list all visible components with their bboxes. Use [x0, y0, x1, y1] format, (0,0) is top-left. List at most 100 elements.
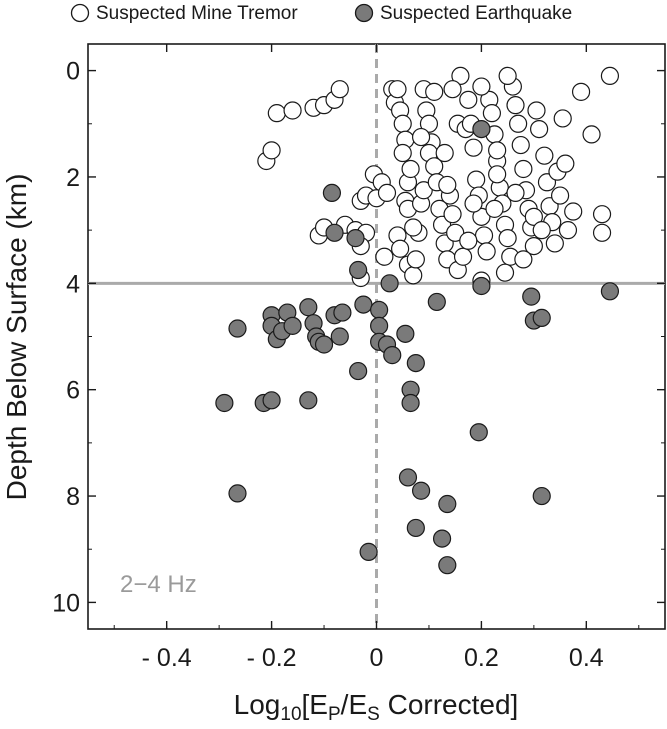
mine-tremor-point [267, 104, 286, 123]
mine-tremor-point [556, 154, 575, 173]
earthquake-point [325, 223, 344, 242]
y-tick-label: 8 [66, 483, 80, 511]
x-title-log: Log [234, 689, 281, 720]
earthquake-point [472, 119, 491, 139]
mine-tremor-point [524, 207, 543, 226]
mine-tremor-point [477, 242, 496, 261]
earthquake-point [432, 529, 452, 548]
mine-tremor-point [498, 66, 517, 86]
earthquake-point [383, 346, 402, 365]
mine-tremor-point [488, 141, 507, 160]
x-tick-label: - 0.2 [247, 644, 297, 672]
mine-tremor-point [283, 101, 302, 120]
earthquake-point [359, 542, 378, 561]
mine-tremor-point [600, 66, 620, 86]
y-axis: 0 2 4 6 8 10 [52, 58, 665, 617]
mine-tremor-point [375, 247, 394, 266]
mine-tremor-point [404, 218, 423, 237]
legend-label-earthquake: Suspected Earthquake [380, 3, 572, 24]
legend: Suspected Mine Tremor Suspected Earthqua… [70, 3, 572, 24]
earthquake-point [438, 556, 457, 575]
earthquake-point [398, 468, 418, 487]
earthquake-point [522, 287, 541, 306]
mine-tremor-point [438, 175, 457, 195]
mine-tremor-point [464, 194, 483, 213]
mine-tremor-point [472, 207, 491, 226]
mine-tremor-point [506, 183, 525, 203]
mine-tremor-point [553, 109, 572, 128]
mine-tremor-point [393, 143, 412, 163]
legend-marker-earthquake [354, 3, 374, 23]
mine-tremor-point [459, 90, 478, 109]
mine-tremor-point [592, 205, 612, 224]
earthquake-point [283, 316, 302, 335]
earthquake-point [215, 393, 234, 413]
mine-tremor-point [330, 80, 349, 99]
y-tick-label: 2 [66, 164, 80, 192]
mine-tremor-point [393, 114, 412, 133]
mine-tremor-point [459, 231, 478, 250]
mine-tremor-point [453, 247, 473, 266]
earthquake-point [472, 276, 491, 296]
mine-tremor-point [550, 186, 570, 205]
earthquake-point [396, 324, 415, 343]
earthquake-point [349, 260, 368, 280]
mine-tremor-point [482, 104, 501, 123]
mine-tremor-point [474, 226, 494, 245]
x-axis: - 0.4 - 0.2 0 0.2 0.4 [113, 44, 640, 672]
legend-label-mine-tremor: Suspected Mine Tremor [96, 3, 298, 24]
earthquake-point [532, 486, 551, 506]
earthquake-point [262, 391, 281, 410]
mine-tremor-point [535, 146, 554, 165]
earthquake-point [370, 316, 389, 335]
earthquake-point [322, 183, 342, 203]
earthquake-point [349, 361, 368, 381]
mine-tremor-point [509, 114, 528, 133]
earthquake-point [411, 481, 431, 500]
mine-tremor-point [464, 138, 483, 157]
earthquake-point [299, 391, 318, 410]
y-tick-label: 0 [66, 58, 80, 86]
mine-tremor-point [571, 82, 591, 101]
mine-tremor-point [530, 119, 549, 139]
mine-tremor-point [564, 202, 583, 221]
mine-tremor-point [527, 101, 546, 120]
mine-tremor-point [514, 159, 533, 179]
mine-tremor-point [582, 125, 601, 144]
mine-tremor-point [545, 234, 564, 253]
earthquake-point [380, 274, 399, 293]
mine-tremor-point [467, 170, 486, 189]
mine-tremor-point [435, 143, 454, 163]
series-earthquake [215, 119, 620, 575]
earthquake-point [354, 295, 373, 314]
mine-tremor-point [506, 96, 525, 115]
earthquake-point [600, 282, 620, 301]
x-title-rest: Corrected] [380, 689, 519, 720]
mine-tremor-point [406, 250, 425, 269]
earthquake-point [427, 292, 446, 312]
mine-tremor-point [443, 80, 462, 99]
x-tick-label: 0 [370, 644, 384, 672]
mine-tremor-point [414, 181, 433, 200]
mine-tremor-point [592, 223, 612, 242]
y-tick-label: 6 [66, 377, 80, 405]
mine-tremor-point [558, 221, 578, 240]
earthquake-point [406, 518, 425, 538]
earthquake-point [333, 303, 352, 322]
x-title-slash-es: /E [341, 689, 367, 720]
earthquake-point [228, 484, 247, 503]
x-title-ep: E [309, 689, 328, 720]
mine-tremor-point [498, 229, 517, 248]
y-axis-title: Depth Below Surface (km) [1, 174, 32, 501]
earthquake-point [370, 300, 389, 320]
earthquake-point [299, 298, 318, 317]
y-tick-label: 10 [52, 589, 80, 617]
mine-tremor-point [532, 221, 551, 240]
x-title-es-sub: S [367, 704, 380, 725]
earthquake-point [438, 494, 457, 514]
mine-tremor-point [401, 159, 420, 179]
earthquake-point [330, 327, 349, 346]
x-tick-label: 0.4 [569, 644, 604, 672]
earthquake-point [469, 423, 488, 442]
